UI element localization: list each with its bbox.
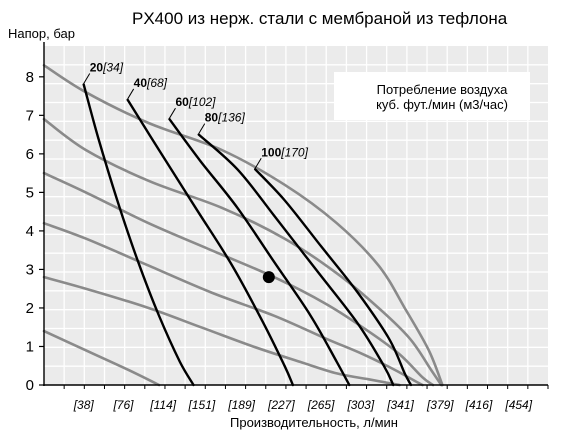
y-tick-label: 4 <box>26 223 34 240</box>
y-tick-label: 5 <box>26 184 34 201</box>
air-label-leader-60 <box>169 107 176 119</box>
x-tick-label: [379] <box>426 398 454 412</box>
x-tick-label: [151] <box>188 398 216 412</box>
y-ticks: 0 1 2 3 4 5 6 7 8 <box>26 69 44 394</box>
air-label-value-m3: [68] <box>146 76 168 90</box>
pressure-curve-2 <box>42 117 443 387</box>
air-label-80: 80[136] <box>205 111 246 125</box>
air-label-leader-80 <box>198 123 206 134</box>
x-tick-label: [76] <box>112 398 134 412</box>
air-label-leader-100 <box>254 158 262 169</box>
air-label-value-m3: [34] <box>102 61 124 75</box>
legend-box <box>334 72 530 120</box>
air-label-leader-20 <box>83 73 91 84</box>
air-label-20: 20[34] <box>90 61 124 75</box>
pressure-curve-1 <box>42 64 444 387</box>
x-axis-label: Производительность, л/мин <box>230 415 398 430</box>
air-label-100: 100[170] <box>261 145 308 159</box>
air-label-value-m3: [170] <box>280 145 308 159</box>
air-label-leader-40 <box>127 88 135 100</box>
operating-point <box>262 271 275 284</box>
air-curves <box>82 83 413 387</box>
x-tick-label: [341] <box>386 398 414 412</box>
x-tick-label: [454] <box>504 398 532 412</box>
pressure-curve-6 <box>42 329 161 387</box>
x-ticks: [38] [76] [114] [151] [189] [227] [265] [303] [3… <box>63 385 549 412</box>
x-tick-label: [38] <box>73 398 95 412</box>
x-tick-label: [303] <box>346 398 374 412</box>
legend-line-1: Потребление воздуха <box>377 82 508 97</box>
axes <box>43 42 548 386</box>
x-tick-label: [189] <box>227 398 255 412</box>
x-tick-label: [416] <box>465 398 493 412</box>
y-tick-label: 2 <box>26 300 34 317</box>
x-tick-label: [114] <box>149 398 176 412</box>
air-label-value: 100 <box>261 145 281 159</box>
y-axis-label: Напор, бар <box>8 26 75 41</box>
y-tick-label: 8 <box>26 69 34 86</box>
y-tick-label: 0 <box>26 377 34 394</box>
y-tick-label: 1 <box>26 338 34 355</box>
air-curve-20 <box>82 83 195 387</box>
air-curve-80 <box>197 133 395 387</box>
air-label-value: 80 <box>205 111 219 125</box>
air-curve-100 <box>254 168 413 387</box>
air-label-value: 40 <box>134 76 148 90</box>
x-tick-label: [265] <box>307 398 335 412</box>
chart-title: PX400 из нерж. стали с мембраной из тефл… <box>132 9 508 28</box>
air-label-value: 60 <box>175 95 189 109</box>
air-curve-60 <box>168 118 351 387</box>
pressure-curve-5 <box>42 275 401 387</box>
y-tick-label: 6 <box>26 146 34 163</box>
air-label-value-m3: [102] <box>188 95 216 109</box>
x-tick-label: [227] <box>267 398 295 412</box>
air-label-60: 60[102] <box>175 95 216 109</box>
y-tick-label: 3 <box>26 261 34 278</box>
air-label-40: 40[68] <box>134 76 168 90</box>
y-tick-label: 7 <box>26 107 34 124</box>
air-label-value: 20 <box>90 61 104 75</box>
air-curve-40 <box>126 98 295 387</box>
legend-line-2: куб. фут./мин (м3/час) <box>376 97 508 112</box>
air-label-value-m3: [136] <box>217 111 245 125</box>
air-labels: 20[34] 40[68] 60[102] 80[136] 100[170] <box>83 61 309 169</box>
marker <box>262 271 275 284</box>
